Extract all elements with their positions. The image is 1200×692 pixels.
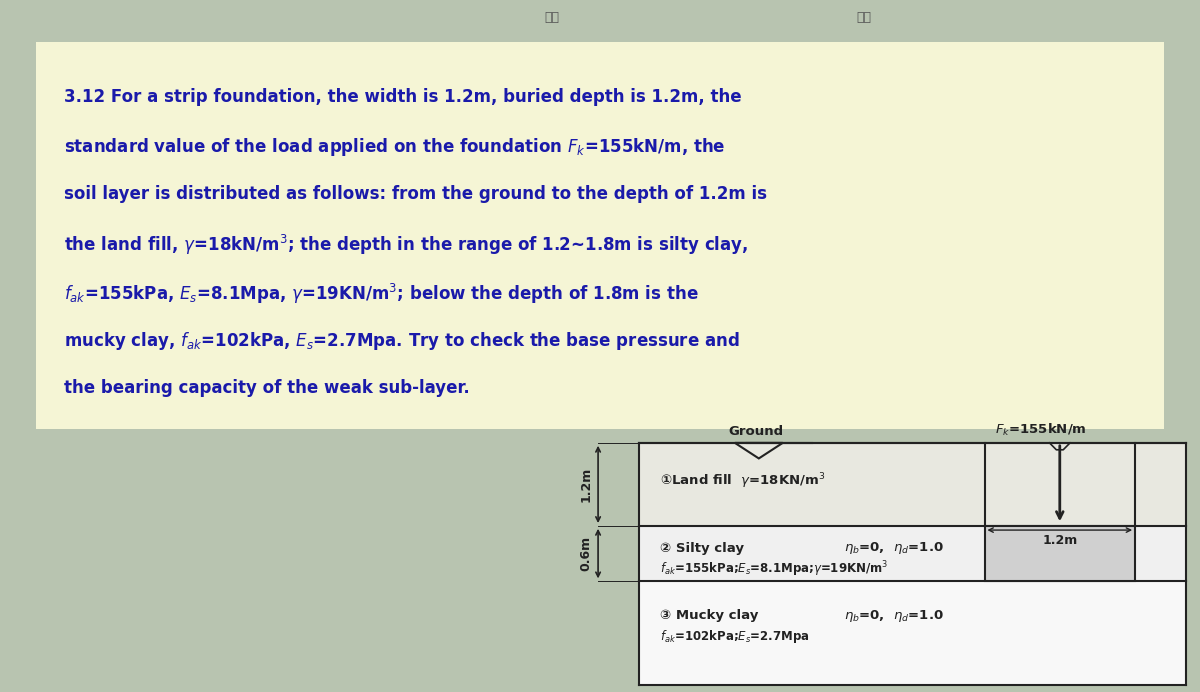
Text: 编辑: 编辑 xyxy=(857,11,871,24)
Bar xyxy=(640,526,1187,581)
Bar xyxy=(640,581,1187,685)
Text: the bearing capacity of the weak sub-layer.: the bearing capacity of the weak sub-lay… xyxy=(65,379,470,397)
Text: soil layer is distributed as follows: from the ground to the depth of 1.2m is: soil layer is distributed as follows: fr… xyxy=(65,185,767,203)
FancyBboxPatch shape xyxy=(2,34,1198,437)
Text: 1.2m: 1.2m xyxy=(580,467,593,502)
Text: the land fill, $\gamma$=18kN/m$^3$; the depth in the range of 1.2~1.8m is silty : the land fill, $\gamma$=18kN/m$^3$; the … xyxy=(65,233,749,257)
Text: $\eta_b$=0,  $\eta_d$=1.0: $\eta_b$=0, $\eta_d$=1.0 xyxy=(845,540,944,556)
Text: $f_{ak}$=102kPa;$E_s$=2.7Mpa: $f_{ak}$=102kPa;$E_s$=2.7Mpa xyxy=(660,628,809,645)
Text: ② Silty clay: ② Silty clay xyxy=(660,542,744,555)
Text: mucky clay, $f_{ak}$=102kPa, $E_s$=2.7Mpa. Try to check the base pressure and: mucky clay, $f_{ak}$=102kPa, $E_s$=2.7Mp… xyxy=(65,330,740,352)
Bar xyxy=(984,526,1135,581)
Text: 3.12 For a strip foundation, the width is 1.2m, buried depth is 1.2m, the: 3.12 For a strip foundation, the width i… xyxy=(65,88,742,106)
Text: $F_k$=155kN/m: $F_k$=155kN/m xyxy=(995,421,1086,437)
Text: 绘图: 绘图 xyxy=(545,11,559,24)
Bar xyxy=(640,443,1187,526)
Text: $f_{ak}$=155kPa;$E_s$=8.1Mpa;$\gamma$=19KN/m$^3$: $f_{ak}$=155kPa;$E_s$=8.1Mpa;$\gamma$=19… xyxy=(660,559,888,579)
Text: ③ Mucky clay: ③ Mucky clay xyxy=(660,610,758,622)
Text: Ground: Ground xyxy=(728,425,784,437)
Text: $f_{ak}$=155kPa, $E_s$=8.1Mpa, $\gamma$=19KN/m$^3$; below the depth of 1.8m is t: $f_{ak}$=155kPa, $E_s$=8.1Mpa, $\gamma$=… xyxy=(65,282,698,306)
Text: ①Land fill  $\gamma$=18KN/m$^3$: ①Land fill $\gamma$=18KN/m$^3$ xyxy=(660,471,826,491)
Text: standard value of the load applied on the foundation $F_k$=155kN/m, the: standard value of the load applied on th… xyxy=(65,136,726,158)
Text: 1.2m: 1.2m xyxy=(1042,534,1078,547)
Text: 0.6m: 0.6m xyxy=(580,536,593,571)
Text: $\eta_b$=0,  $\eta_d$=1.0: $\eta_b$=0, $\eta_d$=1.0 xyxy=(845,608,944,624)
